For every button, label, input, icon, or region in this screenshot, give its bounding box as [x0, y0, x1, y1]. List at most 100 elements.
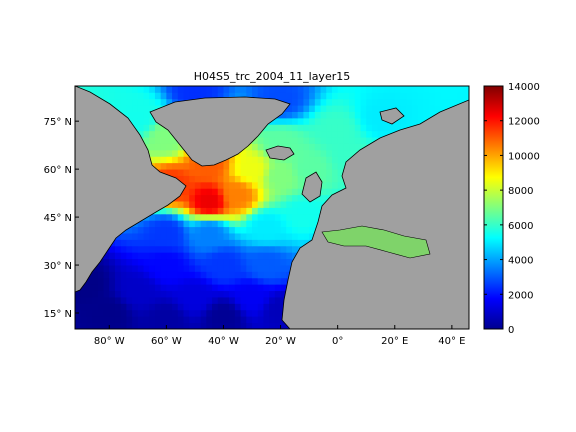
field-cell: [411, 105, 419, 112]
field-cell: [274, 181, 281, 189]
field-cell: [132, 322, 139, 329]
field-cell: [86, 297, 93, 304]
x-tick-label: 20° E: [381, 336, 408, 347]
field-cell: [103, 290, 110, 298]
field-cell: [366, 117, 373, 125]
field-cell: [206, 322, 213, 329]
field-cell: [371, 117, 379, 125]
field-cell: [234, 252, 241, 260]
field-cell: [269, 207, 276, 215]
field-cell: [149, 98, 156, 106]
field-cell: [109, 303, 116, 311]
field-cell: [154, 290, 162, 298]
field-cell: [109, 252, 116, 260]
field-cell: [320, 188, 327, 196]
field-cell: [86, 322, 93, 329]
field-cell: [217, 226, 224, 234]
field-cell: [246, 220, 253, 228]
field-cell: [154, 220, 162, 228]
field-cell: [291, 92, 299, 100]
field-cell: [120, 290, 127, 298]
colorbar-tick-label: 6000: [508, 221, 533, 232]
field-cell: [132, 277, 139, 285]
field-cell: [354, 105, 361, 112]
field-cell: [314, 162, 321, 170]
field-cell: [354, 117, 361, 125]
colorbar-tick-label: 12000: [508, 117, 540, 128]
field-cell: [194, 194, 202, 202]
field-cell: [80, 284, 87, 292]
field-cell: [166, 303, 173, 311]
field-cell: [389, 124, 396, 132]
field-cell: [297, 194, 304, 202]
field-cell: [217, 175, 224, 183]
field-cell: [212, 220, 219, 228]
field-cell: [246, 277, 253, 285]
field-cell: [274, 220, 281, 228]
field-cell: [400, 117, 407, 125]
field-cell: [360, 92, 367, 100]
field-cell: [189, 181, 196, 189]
field-cell: [212, 226, 219, 234]
field-cell: [149, 130, 156, 138]
field-cell: [103, 86, 110, 93]
field-cell: [160, 86, 167, 93]
field-cell: [154, 271, 162, 279]
field-cell: [229, 226, 236, 234]
field-cell: [263, 220, 270, 228]
field-cell: [206, 316, 213, 323]
field-cell: [160, 290, 167, 298]
field-cell: [126, 252, 133, 260]
field-cell: [274, 188, 281, 196]
field-cell: [252, 290, 259, 298]
field-cell: [120, 316, 127, 323]
field-cell: [366, 137, 373, 144]
field-cell: [280, 220, 287, 228]
field-cell: [331, 175, 339, 183]
field-cell: [406, 98, 413, 106]
field-cell: [194, 188, 202, 196]
y-ticks: 15° N 30° N 45° N 60° N 75° N: [44, 117, 79, 320]
field-cell: [349, 149, 356, 157]
field-cell: [417, 111, 424, 119]
field-cell: [309, 98, 316, 106]
field-cell: [154, 124, 162, 132]
field-cell: [160, 162, 167, 170]
field-cell: [132, 226, 139, 234]
field-cell: [160, 316, 167, 323]
field-cell: [229, 290, 236, 298]
field-cell: [212, 252, 219, 260]
field-cell: [206, 309, 213, 317]
field-cell: [240, 265, 247, 272]
field-cell: [126, 245, 133, 253]
field-cell: [149, 284, 156, 292]
field-cell: [183, 201, 190, 208]
field-cell: [246, 194, 253, 202]
field-cell: [166, 98, 173, 106]
field-cell: [297, 188, 304, 196]
field-cell: [103, 92, 110, 100]
field-cell: [103, 271, 110, 279]
field-cell: [132, 284, 139, 292]
field-cell: [314, 92, 321, 100]
field-cell: [274, 290, 281, 298]
field-cell: [194, 277, 202, 285]
field-cell: [172, 303, 179, 311]
field-cell: [212, 233, 219, 240]
field-cell: [377, 92, 384, 100]
field-cell: [274, 201, 281, 208]
field-cell: [297, 226, 304, 234]
field-cell: [314, 137, 321, 144]
field-cell: [126, 322, 133, 329]
field-cell: [114, 309, 122, 317]
field-cell: [246, 258, 253, 266]
field-cell: [143, 290, 150, 298]
field-cell: [366, 105, 373, 112]
field-cell: [240, 207, 247, 215]
field-cell: [286, 258, 293, 266]
field-cell: [166, 220, 173, 228]
field-cell: [257, 258, 264, 266]
field-cell: [309, 169, 316, 176]
field-cell: [257, 162, 264, 170]
field-cell: [297, 98, 304, 106]
